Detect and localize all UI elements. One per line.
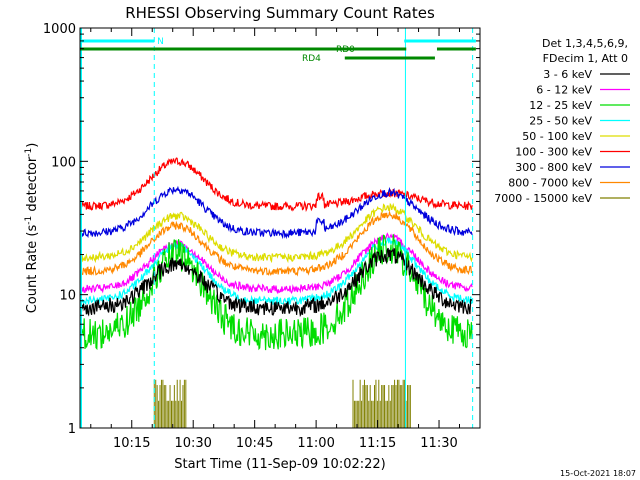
legend-entry-label: 3 - 6 keV xyxy=(543,68,592,81)
y-tick-label: 1000 xyxy=(43,22,76,37)
x-tick-label: 11:15 xyxy=(359,436,396,451)
x-tick-label: 10:45 xyxy=(236,436,273,451)
legend-header: Det 1,3,4,5,6,9, xyxy=(542,37,628,50)
series-line xyxy=(80,210,473,277)
chart-title: RHESSI Observing Summary Count Rates xyxy=(125,4,435,22)
y-tick-label: 100 xyxy=(51,155,76,170)
legend-entry-label: 50 - 100 keV xyxy=(522,130,592,143)
series-polyline xyxy=(80,237,473,306)
status-label: RD4 xyxy=(302,54,321,64)
legend: Det 1,3,4,5,6,9, FDecim 1, Att 0 3 - 6 keV… xyxy=(494,37,630,205)
y-axis: 1 10 100 1000 xyxy=(43,22,480,437)
series-polyline xyxy=(80,185,473,240)
series-line xyxy=(80,237,473,306)
x-tick-label: 10:30 xyxy=(174,436,211,451)
y-axis-label-mid: detector xyxy=(25,156,40,216)
y-axis-label-end: ) xyxy=(25,143,40,148)
x-axis-label: Start Time (11-Sep-09 10:02:22) xyxy=(174,457,385,472)
series-line xyxy=(80,157,473,213)
legend-entry-label: 100 - 300 keV xyxy=(515,146,592,159)
legend-entry-label: 800 - 7000 keV xyxy=(508,177,592,190)
x-axis: 10:15 10:30 10:45 11:00 11:15 11:30 xyxy=(90,28,461,451)
x-tick-label: 11:00 xyxy=(297,436,334,451)
status-label: N xyxy=(157,37,164,47)
y-axis-label-sup2: -1 xyxy=(24,148,34,157)
y-tick-label: 10 xyxy=(59,289,76,304)
footer-date: 15-Oct-2021 18:07 xyxy=(560,469,636,478)
series-line xyxy=(80,202,473,264)
legend-entry-label: 6 - 12 keV xyxy=(536,84,592,97)
legend-entry-label: 7000 - 15000 keV xyxy=(494,192,592,205)
y-axis-label-sup1: -1 xyxy=(24,216,34,225)
series-polyline xyxy=(80,202,473,264)
status-label: RD0 xyxy=(336,45,355,55)
plot-area: N RD0 RD4 xyxy=(80,28,476,428)
x-tick-label: 10:15 xyxy=(113,436,150,451)
legend-entry-label: 300 - 800 keV xyxy=(515,161,592,174)
series-line xyxy=(80,247,473,317)
series-polyline xyxy=(80,210,473,277)
x-tick-label: 11:30 xyxy=(420,436,457,451)
series-line xyxy=(80,185,473,240)
plot-frame xyxy=(79,27,481,429)
legend-entry-label: 12 - 25 keV xyxy=(529,99,592,112)
series-polyline xyxy=(80,157,473,213)
y-axis-label: Count Rate (s-1 detector-1) xyxy=(24,143,40,314)
y-axis-label-main: Count Rate (s xyxy=(25,225,40,314)
legend-entry-label: 25 - 50 keV xyxy=(529,115,592,128)
y-tick-label: 1 xyxy=(68,422,76,437)
legend-header: FDecim 1, Att 0 xyxy=(543,52,628,65)
series-polyline xyxy=(80,247,473,317)
